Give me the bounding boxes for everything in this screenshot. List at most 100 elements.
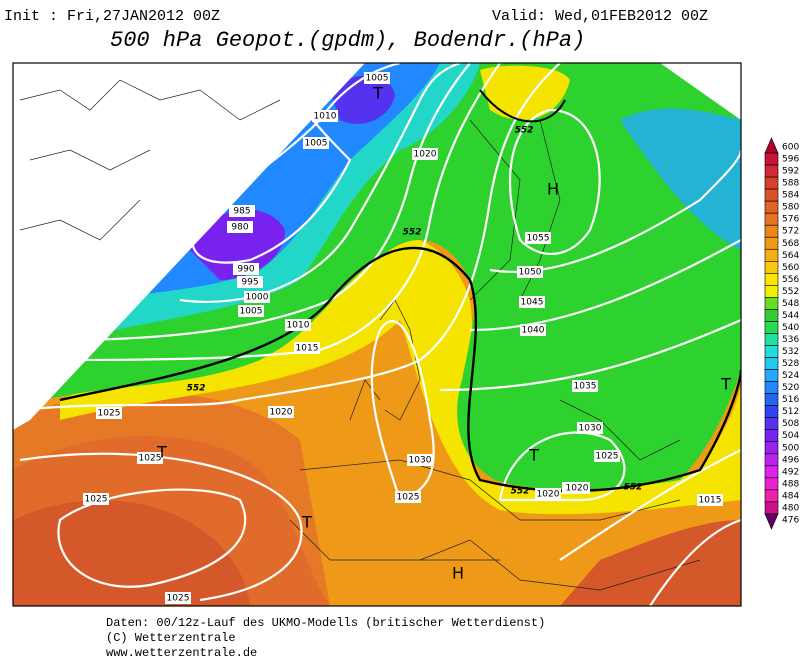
colorbar-swatch	[764, 465, 779, 479]
isobar-label: 1040	[522, 326, 545, 336]
isobar-label-bg	[285, 319, 311, 331]
isobar-label: 1020	[566, 484, 589, 494]
pressure-center: T	[720, 375, 731, 394]
isobar-label: 1015	[296, 344, 319, 354]
isobar-label-bg	[312, 110, 338, 122]
colorbar-swatch	[764, 441, 779, 455]
colorbar-label: 576	[782, 215, 799, 225]
isobar-label: 1055	[527, 234, 550, 244]
footer-url: www.wetterzentrale.de	[106, 646, 257, 660]
isobar-label: 1005	[366, 74, 389, 84]
colorbar-swatch	[764, 333, 779, 346]
contour-552-label: 552	[403, 228, 422, 238]
isobar-label: 985	[233, 207, 250, 217]
colorbar-label: 512	[782, 407, 799, 417]
isobar-label-bg	[233, 263, 259, 275]
isobar-label: 1020	[537, 490, 560, 500]
isobar-label: 1025	[139, 454, 162, 464]
isobar-label-bg	[520, 324, 546, 336]
colorbar-label: 568	[782, 239, 799, 249]
isobar-label: 980	[231, 223, 248, 233]
isobar-label-bg	[577, 422, 603, 434]
contour-552	[59, 246, 741, 493]
colorbar-label: 536	[782, 335, 799, 345]
isobar-label-bg	[237, 276, 263, 288]
colorbar-swatch	[764, 369, 779, 382]
colorbar-label: 588	[782, 179, 799, 189]
pressure-center: H	[547, 180, 559, 199]
footer-copyright: (C) Wetterzentrale	[106, 631, 236, 645]
isobar-label: 1010	[287, 321, 310, 331]
colorbar-label: 584	[782, 191, 799, 201]
isobar-label-bg	[165, 592, 191, 604]
colorbar-label: 592	[782, 167, 799, 177]
contour-552-label: 552	[624, 483, 643, 493]
isobar-label-bg	[227, 221, 253, 233]
colorbar-label: 540	[782, 323, 799, 333]
colorbar-label: 484	[782, 491, 799, 501]
colorbar-swatch	[764, 381, 779, 394]
outside-domain-ne	[660, 63, 741, 120]
colorbar-label: 496	[782, 455, 799, 465]
colorbar-swatch	[764, 273, 779, 286]
isobar	[559, 449, 741, 606]
isobar-label: 1025	[167, 594, 190, 604]
colorbar-swatch	[764, 489, 779, 503]
colorbar-label: 560	[782, 263, 799, 273]
footer-source: Daten: 00/12z-Lauf des UKMO-Modells (bri…	[106, 616, 545, 630]
colorbar-swatch	[764, 200, 779, 214]
colorbar-swatch	[764, 357, 779, 370]
colorbar-swatch	[764, 260, 779, 274]
isobar-label-bg	[137, 452, 163, 464]
isobar	[57, 488, 247, 588]
pressure-center: T	[156, 443, 167, 462]
isobar-label: 1020	[270, 408, 293, 418]
isobar	[370, 320, 435, 502]
colorbar-label: 552	[782, 287, 799, 297]
colorbar-label: 548	[782, 299, 799, 309]
colorbar-label: 580	[782, 203, 799, 213]
colorbar-label: 556	[782, 275, 799, 285]
isobar-label-bg	[535, 488, 561, 500]
colorbar-label: 520	[782, 383, 799, 393]
colorbar-swatch	[764, 513, 779, 530]
isobar	[59, 63, 471, 342]
colorbar-swatch	[764, 248, 779, 262]
valid-time: Valid: Wed,01FEB2012 00Z	[492, 8, 708, 25]
isobar	[19, 63, 561, 412]
isobar-label-bg	[268, 406, 294, 418]
colorbar-swatch	[764, 176, 779, 190]
colorbar-swatch	[764, 297, 779, 310]
colorbar-swatch	[764, 453, 779, 467]
isobar-label: 1015	[699, 496, 722, 506]
field-blue-ne	[620, 108, 741, 250]
colorbar-label: 492	[782, 467, 799, 477]
colorbar-swatch	[764, 309, 779, 322]
colorbar-swatch	[764, 321, 779, 334]
isobar-label: 1025	[596, 452, 619, 462]
field-warm-edge	[13, 392, 330, 606]
isobar-label-bg	[303, 137, 329, 149]
colorbar-label: 476	[782, 515, 799, 525]
colorbar-label: 532	[782, 347, 799, 357]
colorbar-label: 516	[782, 395, 799, 405]
colorbar-swatch	[764, 137, 779, 154]
outside-domain	[13, 63, 365, 430]
colorbar-label: 572	[782, 227, 799, 237]
isobar-label: 1050	[519, 268, 542, 278]
pressure-center: T	[301, 513, 312, 532]
init-time: Init : Fri,27JAN2012 00Z	[4, 8, 220, 25]
contour-552	[479, 89, 566, 123]
colorbar-label: 480	[782, 503, 799, 513]
pressure-center: T	[372, 84, 383, 103]
isobar-label: 1020	[414, 150, 437, 160]
colorbar-swatch	[764, 236, 779, 250]
isobar-label-bg	[572, 380, 598, 392]
isobar-label: 1010	[314, 112, 337, 122]
colorbar-swatch	[764, 417, 779, 431]
contour-552-label: 552	[515, 126, 534, 136]
isobar-label: 1035	[574, 382, 597, 392]
colorbar-swatch	[764, 224, 779, 238]
map-field: 1005 1010 1005 985 980 990 995 1000 1005 1010 1015…	[13, 63, 741, 606]
isobar	[439, 318, 741, 392]
